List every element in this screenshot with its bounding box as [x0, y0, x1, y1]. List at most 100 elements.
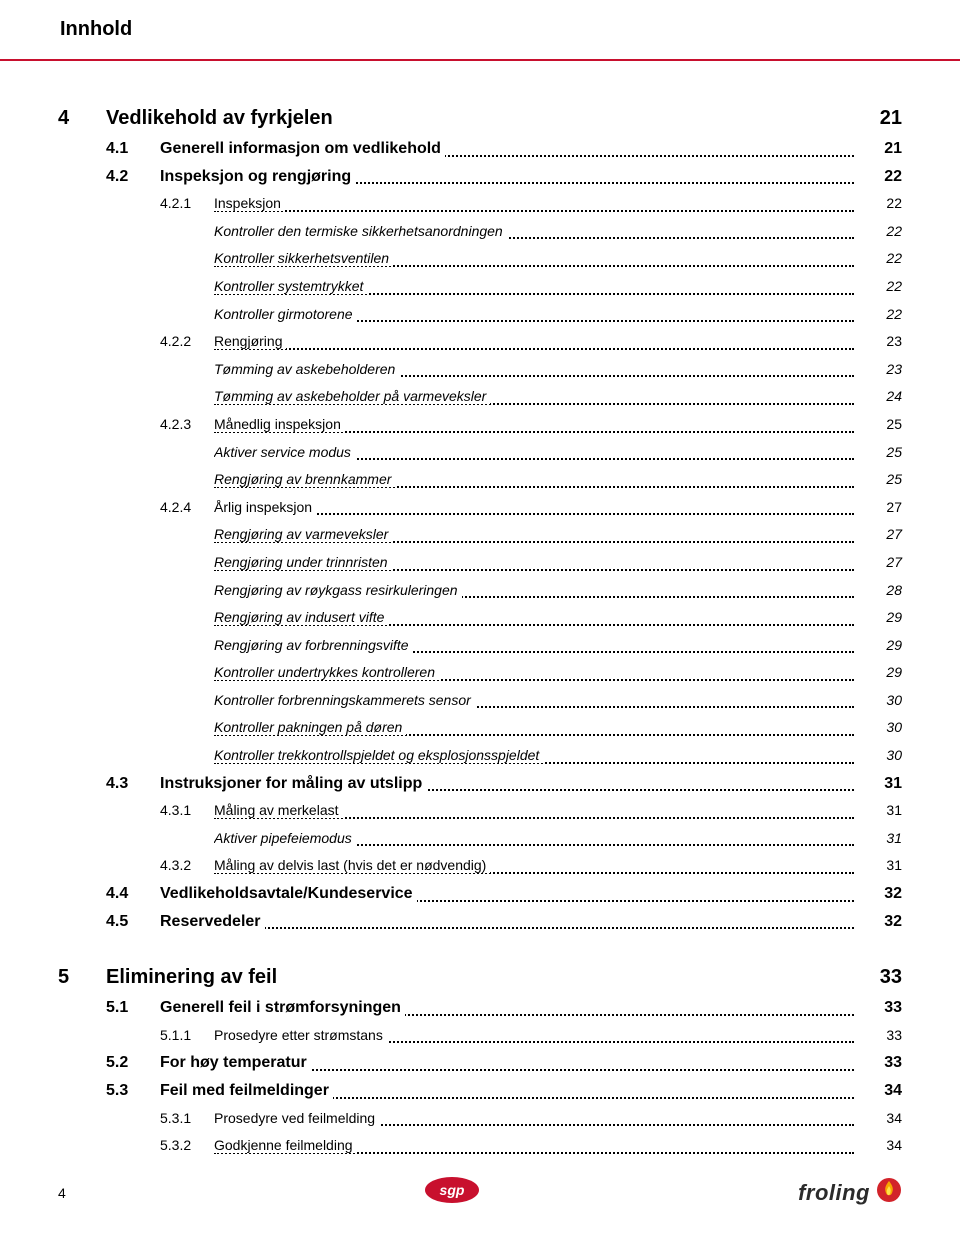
toc-title-text: Generell feil i strømforsyningen — [160, 999, 405, 1016]
toc-page: 22 — [854, 222, 902, 241]
toc-number: 5.3.2 — [160, 1136, 214, 1155]
toc-row: 4.3.2Måling av delvis last (hvis det er … — [58, 855, 902, 877]
toc-title: Generell feil i strømforsyningen — [160, 997, 854, 1019]
toc-row: 5.3Feil med feilmeldinger34 — [58, 1080, 902, 1102]
toc-title-text: Kontroller systemtrykket — [214, 278, 367, 294]
toc-title: Prosedyre ved feilmelding — [214, 1108, 854, 1130]
toc-row: 4.4Vedlikeholdsavtale/Kundeservice32 — [58, 883, 902, 905]
page-number: 4 — [58, 1185, 66, 1201]
froling-logo: froling — [798, 1177, 902, 1208]
toc-title: Rengjøring av røykgass resirkuleringen — [214, 580, 854, 602]
toc-row: Rengjøring av indusert vifte 29 — [58, 607, 902, 629]
toc-title-text: Rengjøring — [214, 333, 286, 349]
toc-page: 34 — [854, 1136, 902, 1155]
toc-row: 5.3.2Godkjenne feilmelding 34 — [58, 1135, 902, 1157]
toc-page: 29 — [854, 663, 902, 682]
toc-title-text: Rengjøring av indusert vifte — [214, 609, 388, 625]
toc-page: 22 — [854, 166, 902, 188]
toc-page: 27 — [854, 525, 902, 544]
toc-page: 22 — [854, 277, 902, 296]
toc-title: Inspeksjon — [214, 193, 854, 215]
toc-row: 5Eliminering av feil33 — [58, 964, 902, 991]
toc-row: Kontroller forbrenningskammerets sensor 3… — [58, 690, 902, 712]
toc-title-text: For høy temperatur — [160, 1054, 311, 1071]
toc-title: Prosedyre etter strømstans — [214, 1025, 854, 1047]
toc-number: 4.3.1 — [160, 801, 214, 820]
toc-title-text: Vedlikeholdsavtale/Kundeservice — [160, 885, 417, 902]
toc-title: Vedlikeholdsavtale/Kundeservice — [160, 883, 854, 905]
toc-row: 5.3.1Prosedyre ved feilmelding34 — [58, 1108, 902, 1130]
toc-title: Rengjøring — [214, 331, 854, 353]
toc-number: 4.2.4 — [160, 498, 214, 517]
toc-title: Kontroller forbrenningskammerets sensor — [214, 690, 854, 712]
toc-page: 33 — [854, 1026, 902, 1045]
toc-row: Tømming av askebeholderen23 — [58, 359, 902, 381]
toc-title-text: Rengjøring under trinnristen — [214, 554, 392, 570]
toc-number: 5.3 — [106, 1080, 160, 1102]
toc-title: Årlig inspeksjon — [214, 497, 854, 519]
toc-title-text: Måling av merkelast — [214, 802, 343, 818]
toc-row: Kontroller pakningen på døren 30 — [58, 717, 902, 739]
froling-logo-text: froling — [798, 1180, 870, 1206]
header: Innhold — [0, 0, 960, 41]
toc-title: Tømming av askebeholder på varmeveksler — [214, 386, 854, 408]
toc-page: 23 — [854, 332, 902, 351]
toc-page: 31 — [854, 801, 902, 820]
toc-row: 5.1Generell feil i strømforsyningen33 — [58, 997, 902, 1019]
toc-row: Rengjøring av forbrenningsvifte29 — [58, 635, 902, 657]
toc-title: Kontroller trekkontrollspjeldet og ekspl… — [214, 745, 854, 767]
toc-row: 4.5Reservedeler32 — [58, 911, 902, 933]
toc-title: Generell informasjon om vedlikehold — [160, 138, 854, 160]
toc-title: Reservedeler — [160, 911, 854, 933]
toc-title: Tømming av askebeholderen — [214, 359, 854, 381]
toc-page: 31 — [854, 829, 902, 848]
toc-title-text: Rengjøring av forbrenningsvifte — [214, 637, 413, 653]
toc-title: Rengjøring av forbrenningsvifte — [214, 635, 854, 657]
toc-title: Måling av merkelast — [214, 800, 854, 822]
toc-row: Rengjøring av brennkammer25 — [58, 469, 902, 491]
toc-title: Kontroller sikkerhetsventilen — [214, 248, 854, 270]
toc-row: Kontroller trekkontrollspjeldet og ekspl… — [58, 745, 902, 767]
toc-title-text: Aktiver service modus — [214, 444, 355, 460]
toc-title-text: Tømming av askebeholder på varmeveksler — [214, 388, 490, 404]
toc-title: Feil med feilmeldinger — [160, 1080, 854, 1102]
toc-row: 4.2.2Rengjøring23 — [58, 331, 902, 353]
toc-number: 4.3.2 — [160, 856, 214, 875]
toc-page: 31 — [854, 856, 902, 875]
toc-number: 4.2.3 — [160, 415, 214, 434]
toc-page: 30 — [854, 691, 902, 710]
toc-title-text: Kontroller pakningen på døren — [214, 719, 406, 735]
toc-title-text: Godkjenne feilmelding — [214, 1137, 357, 1153]
toc-page: 34 — [854, 1109, 902, 1128]
toc-title-text: Prosedyre etter strømstans — [214, 1027, 387, 1043]
toc-page: 33 — [854, 964, 902, 991]
toc-row: Kontroller girmotorene22 — [58, 304, 902, 326]
chapter-gap — [58, 938, 902, 964]
toc-row: Rengjøring under trinnristen 27 — [58, 552, 902, 574]
toc-title-text: Generell informasjon om vedlikehold — [160, 140, 445, 157]
toc-page: 30 — [854, 746, 902, 765]
toc-title-text: Aktiver pipefeiemodus — [214, 830, 356, 846]
toc-page: 21 — [854, 105, 902, 132]
toc-row: Aktiver pipefeiemodus 31 — [58, 828, 902, 850]
sgp-logo-icon: sgp — [424, 1175, 480, 1210]
toc-title: Kontroller systemtrykket — [214, 276, 854, 298]
toc-title-text: Kontroller forbrenningskammerets sensor — [214, 692, 475, 708]
toc-title-text: Inspeksjon — [214, 195, 285, 211]
toc-title-text: Kontroller den termiske sikkerhetsanordn… — [214, 223, 507, 239]
toc-title: Godkjenne feilmelding — [214, 1135, 854, 1157]
toc-page: 30 — [854, 718, 902, 737]
toc-number: 4.3 — [106, 773, 160, 795]
footer: 4 sgp froling — [0, 1175, 960, 1210]
svg-text:sgp: sgp — [439, 1182, 464, 1198]
toc-page: 22 — [854, 249, 902, 268]
toc-row: Aktiver service modus25 — [58, 442, 902, 464]
toc-title-text: Feil med feilmeldinger — [160, 1082, 333, 1099]
toc-number: 5.2 — [106, 1052, 160, 1074]
page: Innhold 4Vedlikehold av fyrkjelen214.1Ge… — [0, 0, 960, 1236]
toc-row: 4.3.1Måling av merkelast 31 — [58, 800, 902, 822]
toc-title-text: Kontroller trekkontrollspjeldet og ekspl… — [214, 747, 543, 763]
toc-page: 27 — [854, 553, 902, 572]
toc-page: 29 — [854, 608, 902, 627]
toc-page: 23 — [854, 360, 902, 379]
